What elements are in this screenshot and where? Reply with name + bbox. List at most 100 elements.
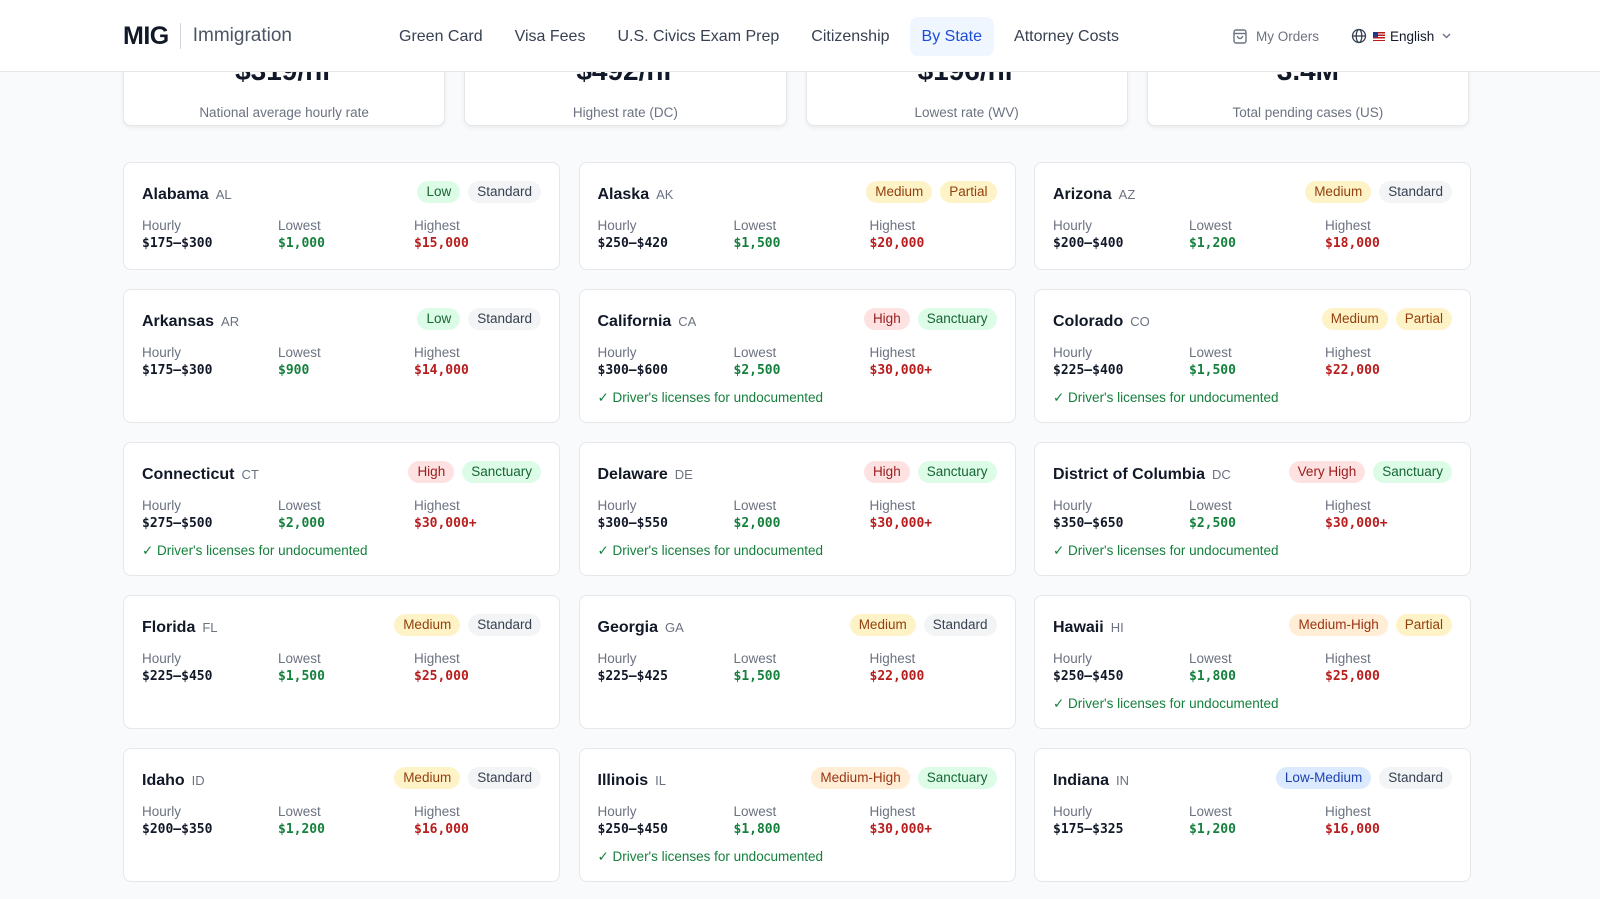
cost-level-badge: High: [863, 308, 910, 330]
lowest-column: Lowest $1,500: [1189, 345, 1236, 379]
highest-column: Highest $30,000+: [870, 498, 933, 532]
cost-level-badge: Medium: [1321, 308, 1388, 330]
highest-label: Highest: [414, 651, 460, 666]
hourly-column: Hourly $250–$420: [598, 218, 668, 252]
state-abbr: GA: [664, 620, 684, 635]
state-card-id[interactable]: Idaho ID Medium Standard Hourly $200–$350 Lowe…: [123, 748, 560, 882]
hourly-value: $225–$425: [597, 669, 668, 684]
hourly-value: $250–$450: [1053, 669, 1124, 684]
highest-label: Highest: [414, 218, 460, 233]
logo-subtitle: Immigration: [192, 25, 292, 46]
state-cards-grid: Alabama AL Low Standard Hourly $175–$300 Lowes…: [123, 162, 1471, 899]
badge-group: Medium Standard: [1305, 181, 1452, 203]
highest-column: Highest $30,000+: [870, 804, 933, 838]
state-card-ca[interactable]: California CA High Sanctuary Hourly $300–$600…: [578, 289, 1016, 423]
my-orders-button[interactable]: My Orders: [1232, 28, 1319, 45]
drivers-license-note: ✓ Driver's licenses for undocumented: [1053, 390, 1279, 405]
badge-group: Medium Partial: [1321, 308, 1452, 330]
header-actions: My Orders English: [1232, 24, 1451, 48]
state-name: Indiana IN: [1053, 772, 1129, 790]
state-card-hi[interactable]: Hawaii HI Medium-High Partial Hourly $250–$45…: [1034, 595, 1471, 729]
lowest-value: $2,000: [278, 516, 325, 531]
highest-column: Highest $14,000: [414, 345, 469, 379]
us-flag-icon: [1373, 31, 1386, 41]
state-card-dc[interactable]: District of Columbia DC Very High Sanctuary…: [1034, 442, 1471, 576]
lowest-label: Lowest: [278, 498, 321, 513]
state-name-text: Delaware: [597, 466, 668, 483]
state-name: Georgia GA: [598, 619, 684, 637]
lowest-label: Lowest: [733, 218, 777, 233]
state-card-fl[interactable]: Florida FL Medium Standard Hourly $225–$450 Lo…: [123, 595, 560, 729]
state-name: Connecticut CT: [142, 466, 259, 484]
drivers-license-note: ✓ Driver's licenses for undocumented: [597, 849, 824, 864]
state-card-ga[interactable]: Georgia GA Medium Standard Hourly $225–$425 Lo…: [578, 595, 1016, 729]
policy-badge: Sanctuary: [917, 767, 997, 789]
language-selector[interactable]: English: [1351, 28, 1451, 44]
state-name-text: Illinois: [597, 772, 649, 789]
state-name-text: Hawaii: [1053, 619, 1104, 636]
site-logo[interactable]: MIG Immigration: [123, 21, 292, 51]
highest-label: Highest: [1325, 218, 1371, 233]
highest-label: Highest: [414, 345, 460, 360]
state-name: Delaware DE: [598, 466, 693, 484]
hourly-column: Hourly $175–$300: [142, 345, 212, 379]
lowest-column: Lowest $1,800: [1189, 651, 1236, 685]
highest-value: $16,000: [414, 822, 469, 837]
policy-badge: Standard: [1379, 181, 1452, 203]
lowest-column: Lowest $2,500: [1189, 498, 1236, 532]
policy-badge: Standard: [468, 181, 541, 203]
policy-badge: Sanctuary: [917, 308, 997, 330]
badge-group: Medium Standard: [394, 767, 541, 789]
stat-label: Total pending cases (US): [1232, 105, 1384, 120]
state-card-de[interactable]: Delaware DE High Sanctuary Hourly $300–$550 Lo…: [578, 442, 1016, 576]
state-abbr: CA: [678, 314, 697, 329]
highest-value: $30,000+: [869, 363, 933, 378]
lowest-column: Lowest $1,200: [278, 804, 325, 838]
hourly-label: Hourly: [1053, 804, 1093, 819]
badge-group: High Sanctuary: [408, 461, 541, 483]
state-abbr: AR: [221, 314, 240, 329]
state-name-text: Alabama: [142, 186, 209, 203]
hourly-label: Hourly: [1053, 218, 1093, 233]
stat-label: National average hourly rate: [199, 105, 369, 120]
lowest-value: $2,000: [733, 516, 781, 531]
state-card-ar[interactable]: Arkansas AR Low Standard Hourly $175–$300 Lowe…: [123, 289, 560, 423]
lowest-value: $1,500: [278, 669, 325, 684]
policy-badge: Sanctuary: [462, 461, 541, 483]
policy-badge: Standard: [1379, 767, 1452, 789]
lowest-column: Lowest $1,800: [734, 804, 781, 838]
cost-level-badge: Medium-High: [811, 767, 910, 789]
state-card-co[interactable]: Colorado CO Medium Partial Hourly $225–$400 Lo…: [1034, 289, 1471, 423]
hourly-column: Hourly $250–$450: [598, 804, 668, 838]
lowest-value: $2,500: [1189, 516, 1236, 531]
nav-citizenship[interactable]: Citizenship: [811, 28, 890, 45]
nav-attorney-costs[interactable]: Attorney Costs: [1014, 28, 1119, 45]
state-card-az[interactable]: Arizona AZ Medium Standard Hourly $200–$400 Lo…: [1034, 162, 1471, 270]
nav-by-state[interactable]: By State: [909, 17, 995, 56]
drivers-license-note: ✓ Driver's licenses for undocumented: [1053, 696, 1279, 711]
hourly-column: Hourly $250–$450: [1053, 651, 1123, 685]
highest-column: Highest $30,000+: [414, 498, 477, 532]
drivers-license-note: ✓ Driver's licenses for undocumented: [1053, 543, 1279, 558]
state-card-al[interactable]: Alabama AL Low Standard Hourly $175–$300 Lowes…: [123, 162, 560, 270]
highest-value: $18,000: [1325, 236, 1380, 251]
hourly-column: Hourly $350–$650: [1053, 498, 1123, 532]
highest-column: Highest $18,000: [1325, 218, 1380, 252]
state-name-text: Georgia: [597, 619, 658, 636]
hourly-label: Hourly: [597, 345, 637, 360]
lowest-label: Lowest: [1189, 651, 1232, 666]
state-card-ak[interactable]: Alaska AK Medium Partial Hourly $250–$420 Lowe…: [578, 162, 1016, 270]
hourly-column: Hourly $300–$550: [598, 498, 668, 532]
cost-level-badge: High: [408, 461, 455, 483]
nav-green-card[interactable]: Green Card: [399, 28, 483, 45]
highest-value: $22,000: [869, 669, 925, 684]
nav-visa-fees[interactable]: Visa Fees: [514, 28, 586, 45]
policy-badge: Standard: [468, 767, 541, 789]
hourly-value: $225–$400: [1053, 363, 1124, 378]
state-card-ct[interactable]: Connecticut CT High Sanctuary Hourly $275–$50…: [123, 442, 560, 576]
globe-icon: [1351, 28, 1367, 44]
nav-civics-exam-prep[interactable]: U.S. Civics Exam Prep: [617, 28, 780, 45]
state-card-il[interactable]: Illinois IL Medium-High Sanctuary Hourly $250…: [578, 748, 1016, 882]
state-card-in[interactable]: Indiana IN Low-Medium Standard Hourly $175–$3…: [1034, 748, 1471, 882]
stat-label: Highest rate (DC): [572, 105, 678, 120]
